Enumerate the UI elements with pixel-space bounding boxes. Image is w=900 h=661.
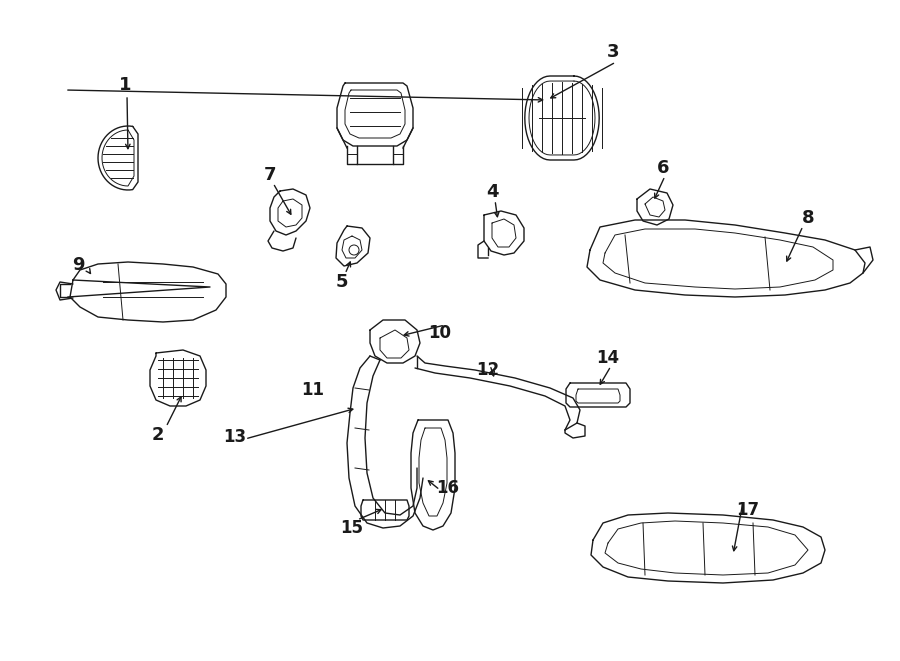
Text: 8: 8 [802,209,814,227]
Text: 2: 2 [152,426,164,444]
Text: 1: 1 [119,76,131,94]
Text: 12: 12 [476,361,500,379]
Text: 3: 3 [607,43,619,61]
Text: 5: 5 [336,273,348,291]
Text: 10: 10 [428,324,452,342]
Text: 13: 13 [223,428,247,446]
Text: 6: 6 [657,159,670,177]
Text: 7: 7 [264,166,276,184]
Text: 9: 9 [72,256,85,274]
Text: 15: 15 [340,519,364,537]
Text: 4: 4 [486,183,499,201]
Text: 17: 17 [736,501,760,519]
Text: 14: 14 [597,349,619,367]
Text: 16: 16 [436,479,460,497]
Text: 11: 11 [302,381,325,399]
